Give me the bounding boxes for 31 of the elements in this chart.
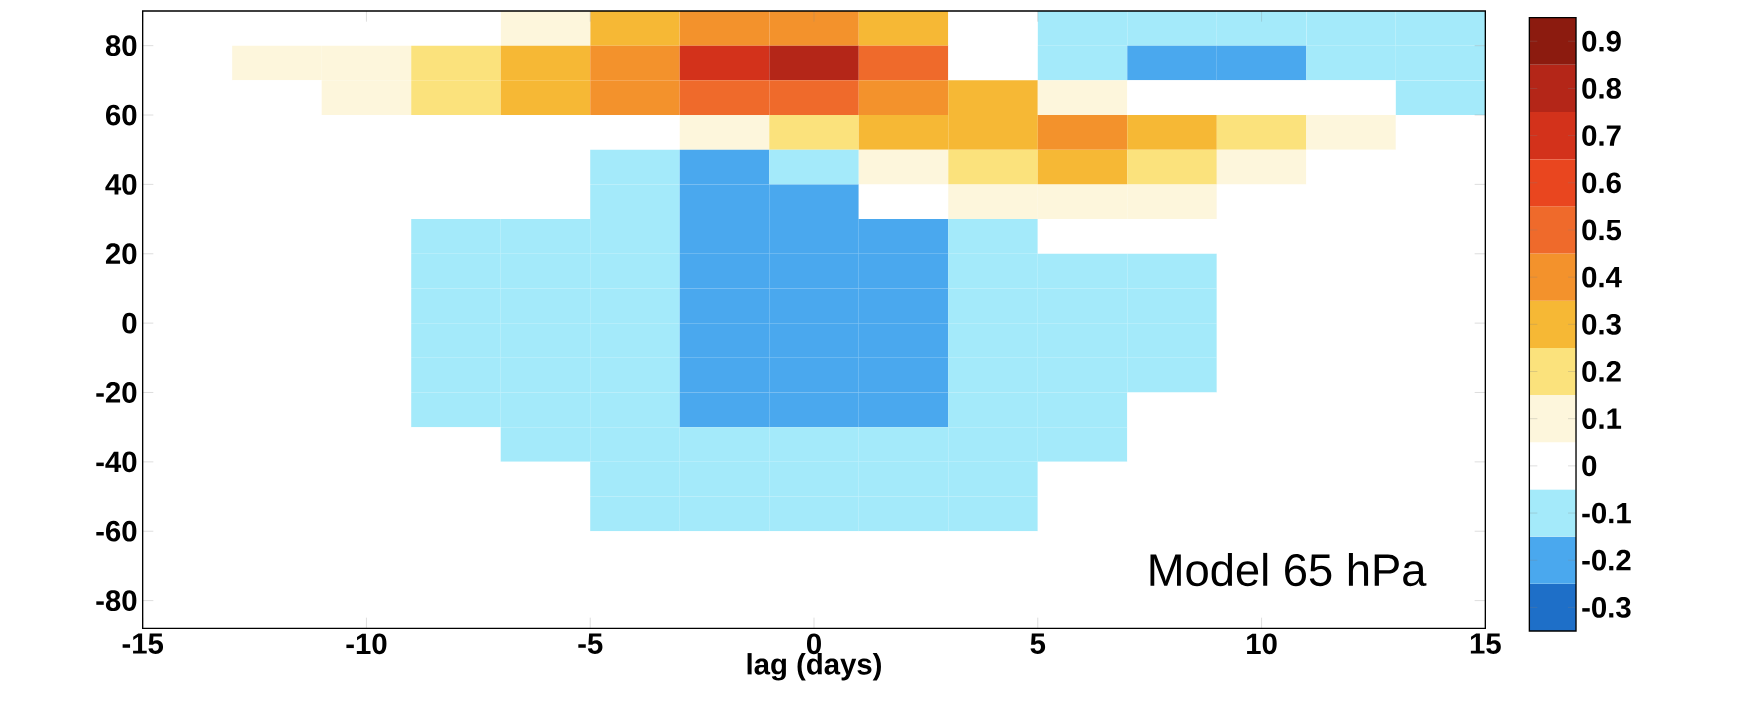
- y-tick-label: -40: [96, 451, 137, 473]
- x-axis-title: lag (days): [747, 653, 881, 681]
- color-bar-label: 0.6: [1582, 172, 1621, 194]
- color-bar-label: 0.1: [1582, 408, 1622, 430]
- x-tick-label: 10: [1247, 633, 1277, 655]
- y-tick-label: -80: [96, 590, 137, 611]
- y-tick-label: 80: [105, 35, 137, 57]
- color-bar-label: -0.3: [1582, 596, 1631, 618]
- y-tick-label: 0: [122, 312, 137, 334]
- x-tick-label: -15: [122, 633, 164, 654]
- color-bar-label: -0.2: [1582, 549, 1631, 571]
- x-tick-label: 0: [807, 633, 821, 655]
- color-bar-label: 0.9: [1582, 30, 1621, 52]
- color-bar-label: 0.5: [1582, 219, 1622, 241]
- x-tick-label: -10: [346, 633, 387, 655]
- y-tick-label: 60: [106, 104, 137, 126]
- color-bar-label: 0.4: [1582, 266, 1622, 288]
- y-tick-label: -20: [96, 382, 137, 403]
- color-bar-label: 0.2: [1582, 361, 1621, 382]
- color-bar-label: 0.7: [1582, 125, 1621, 146]
- x-tick-label: 15: [1470, 633, 1501, 654]
- color-bar-label: -0.1: [1582, 502, 1631, 524]
- color-bar-label: 0: [1582, 455, 1597, 477]
- color-bar-label: 0.8: [1582, 78, 1622, 99]
- color-bar-label: 0.3: [1582, 313, 1621, 335]
- y-tick-label: 20: [105, 243, 137, 265]
- annotation: Model 65 hPa: [1150, 552, 1427, 587]
- y-tick-label: 40: [105, 174, 137, 195]
- y-tick-label: -60: [96, 520, 137, 542]
- x-tick-label: -5: [578, 633, 603, 654]
- x-tick-label: 5: [1030, 633, 1046, 654]
